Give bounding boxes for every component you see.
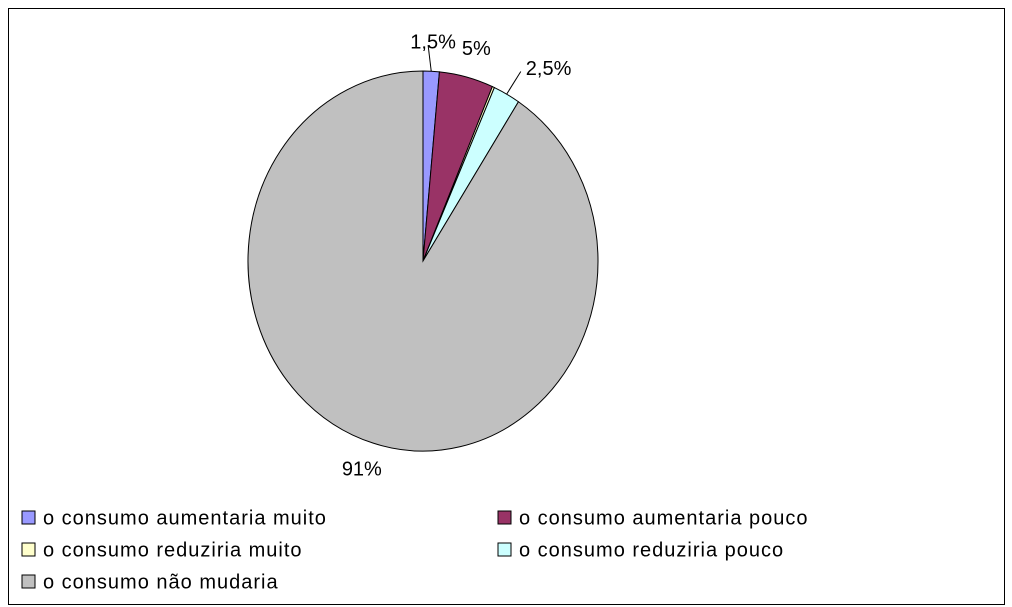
legend-label: o consumo reduziria muito (43, 539, 303, 561)
legend-label: o consumo aumentaria muito (43, 507, 327, 529)
leader-line (506, 71, 522, 95)
pie-slice (247, 70, 599, 452)
data-label: 2,5% (526, 58, 572, 80)
data-label: 5% (462, 38, 491, 60)
legend-swatch (497, 542, 512, 557)
data-label: 1,5% (410, 32, 456, 54)
legend-swatch (21, 510, 36, 525)
legend-swatch (21, 574, 36, 589)
legend-swatch (497, 510, 512, 525)
legend-label: o consumo aumentaria pouco (519, 507, 809, 529)
data-label: 91% (342, 458, 382, 480)
legend-label: o consumo não mudaria (43, 571, 279, 593)
leader-line (427, 45, 432, 72)
legend-swatch (21, 542, 36, 557)
legend-label: o consumo reduziria pouco (519, 539, 784, 561)
